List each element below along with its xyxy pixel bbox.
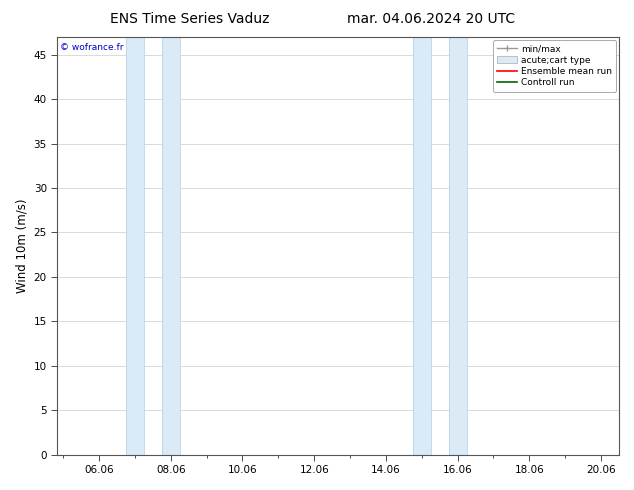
Y-axis label: Wind 10m (m/s): Wind 10m (m/s) [15,198,28,293]
Bar [126,37,144,455]
Bar [449,37,467,455]
Text: mar. 04.06.2024 20 UTC: mar. 04.06.2024 20 UTC [347,12,515,26]
Bar [413,37,430,455]
Text: © wofrance.fr: © wofrance.fr [60,43,124,52]
Text: ENS Time Series Vaduz: ENS Time Series Vaduz [110,12,270,26]
Bar [162,37,179,455]
Legend: min/max, acute;cart type, Ensemble mean run, Controll run: min/max, acute;cart type, Ensemble mean … [493,40,616,92]
